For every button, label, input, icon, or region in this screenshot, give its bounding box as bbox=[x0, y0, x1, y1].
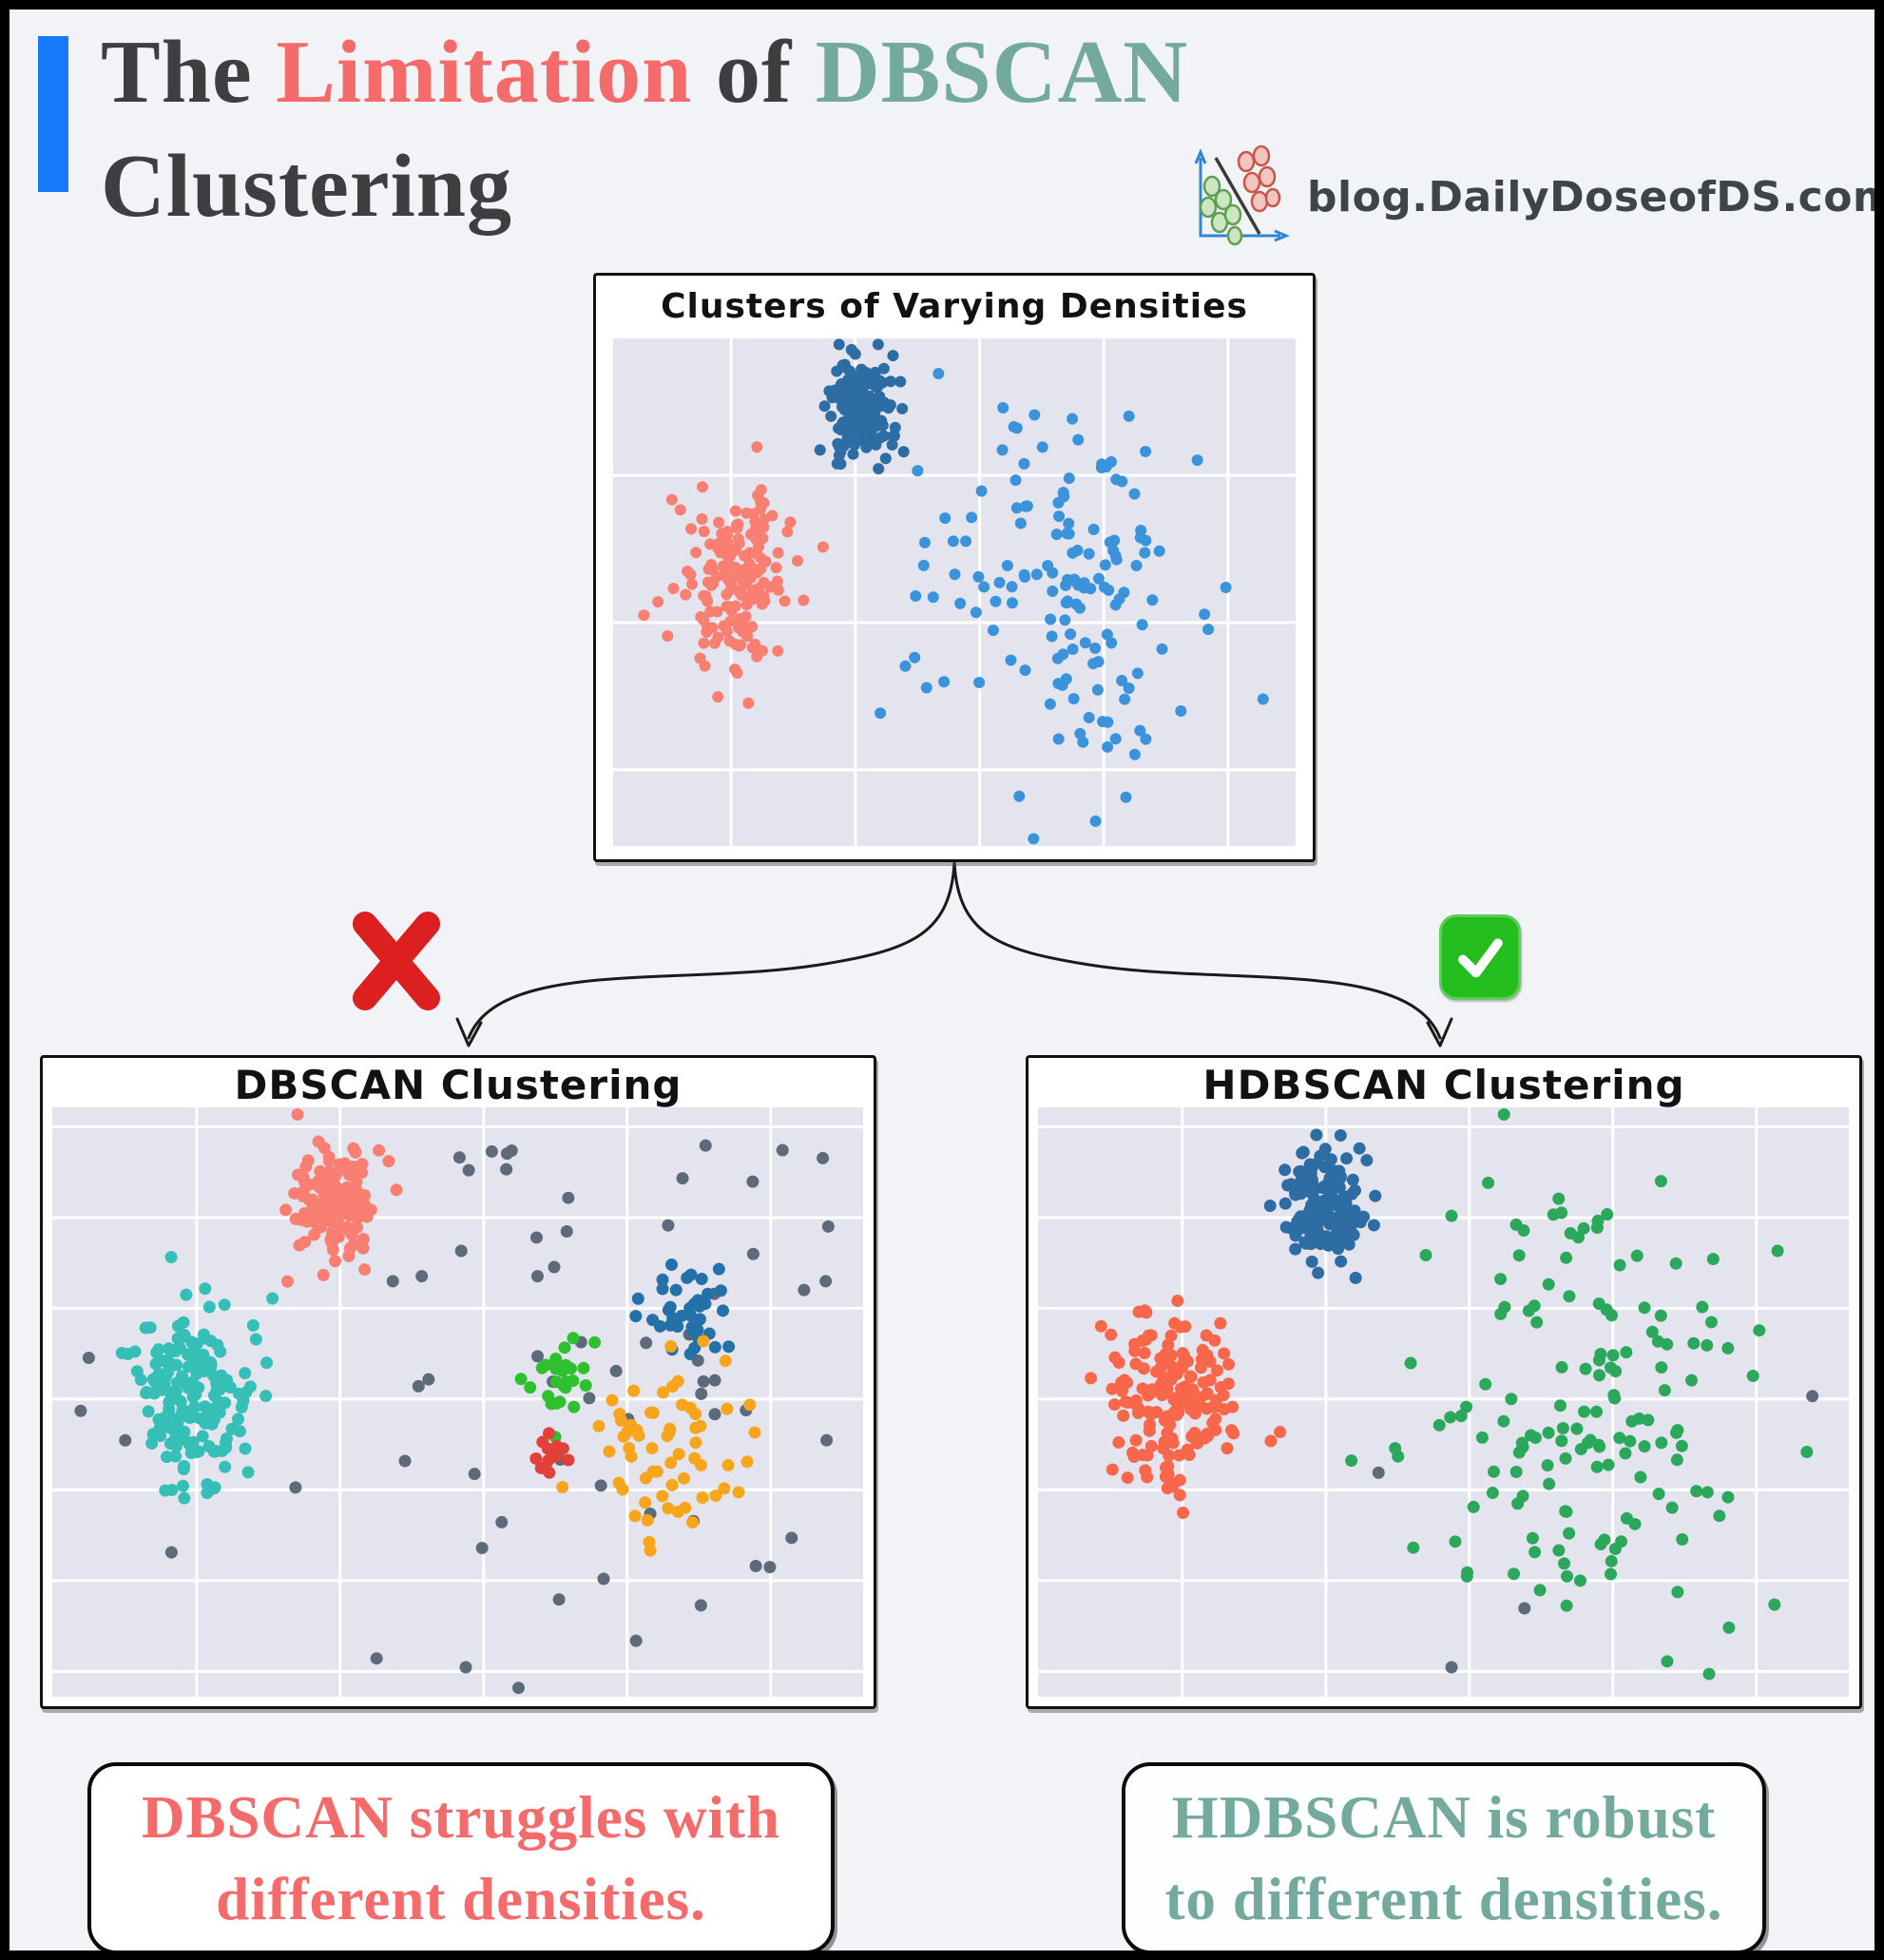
chart-hdbscan: HDBSCAN Clustering bbox=[1026, 1055, 1862, 1709]
logo-red-dots bbox=[1237, 144, 1281, 212]
chart-dbscan: DBSCAN Clustering bbox=[40, 1055, 876, 1709]
x-mark-icon bbox=[352, 911, 441, 1011]
caption-line: DBSCAN struggles with bbox=[141, 1784, 781, 1851]
chart-varying-densities: Clusters of Varying Densities bbox=[593, 273, 1316, 862]
arrow-to-dbscan-head bbox=[455, 1017, 483, 1047]
scatter-plot bbox=[1038, 1107, 1849, 1697]
caption-line: different densities. bbox=[216, 1866, 706, 1932]
logo-green-dots bbox=[1199, 175, 1243, 245]
logo-axes bbox=[1194, 147, 1290, 241]
arrow-to-hdbscan-head bbox=[1426, 1017, 1453, 1047]
title-part-the: The bbox=[101, 23, 277, 122]
caption-line: to different densities. bbox=[1164, 1866, 1723, 1932]
caption-line: HDBSCAN is robust bbox=[1171, 1784, 1717, 1851]
title-part-limitation: Limitation bbox=[276, 23, 693, 122]
chart-title: Clusters of Varying Densities bbox=[661, 287, 1248, 326]
chart-title: DBSCAN Clustering bbox=[234, 1062, 682, 1108]
scatter-plot bbox=[613, 338, 1296, 846]
scatter-logo-icon bbox=[1183, 144, 1290, 251]
brand-url: blog.DailyDoseofDS.com bbox=[1307, 173, 1884, 221]
check-mark-icon bbox=[1439, 914, 1521, 1000]
title-part-dbscan: DBSCAN bbox=[815, 23, 1189, 122]
title-accent-bar bbox=[38, 36, 68, 192]
chart-title: HDBSCAN Clustering bbox=[1202, 1062, 1685, 1108]
scatter-plot bbox=[52, 1107, 863, 1697]
arrow-to-dbscan bbox=[467, 860, 956, 1040]
title-part-of: of bbox=[692, 23, 816, 122]
page-title: The Limitation of DBSCAN Clustering bbox=[101, 15, 1188, 243]
brand-badge: blog.DailyDoseofDS.com bbox=[1183, 143, 1874, 252]
caption-dbscan: DBSCAN struggles with different densitie… bbox=[87, 1762, 835, 1950]
page-title-line2: Clustering bbox=[101, 137, 512, 236]
page-title-line1: The Limitation of DBSCAN bbox=[101, 15, 1188, 129]
arrow-to-hdbscan bbox=[952, 860, 1442, 1040]
logo-separator-line bbox=[1214, 156, 1261, 235]
caption-hdbscan: HDBSCAN is robust to different densities… bbox=[1122, 1762, 1766, 1950]
check-glyph bbox=[1458, 938, 1503, 978]
